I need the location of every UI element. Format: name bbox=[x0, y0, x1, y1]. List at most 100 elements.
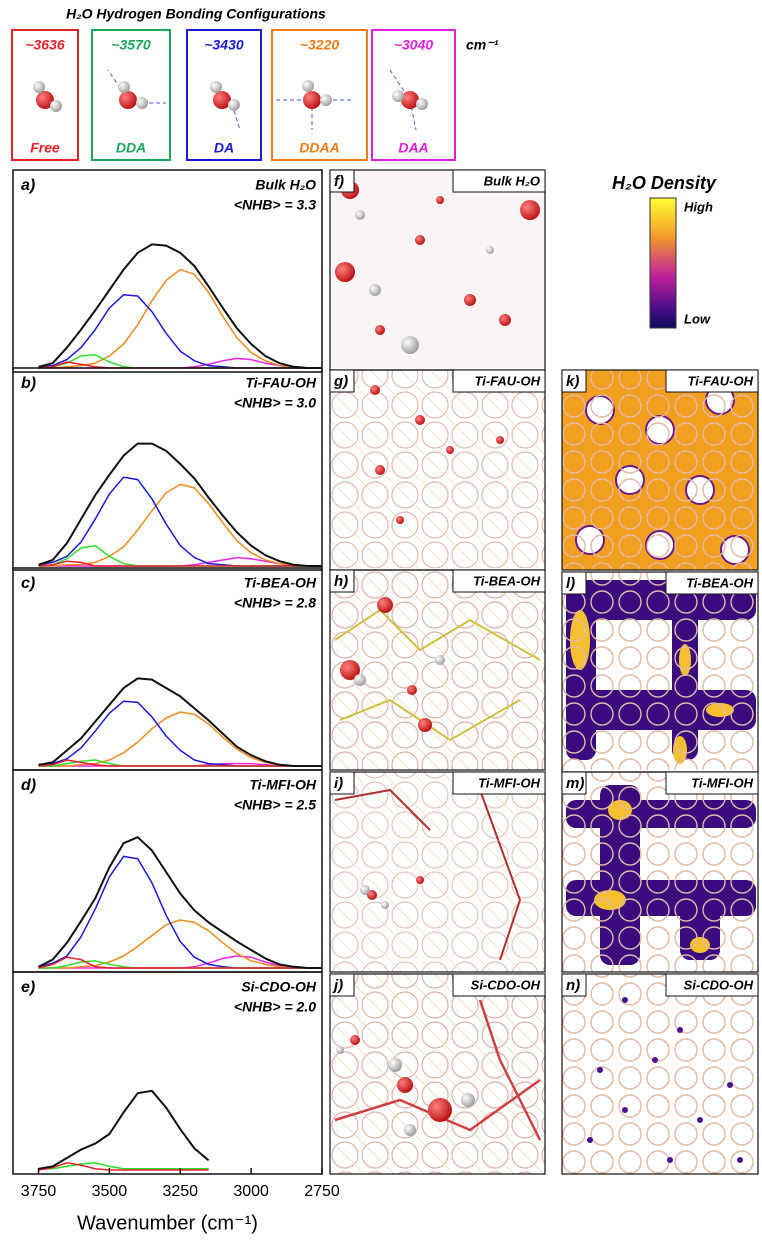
panel-label-box bbox=[329, 169, 355, 193]
panel-title-box bbox=[665, 369, 759, 393]
panel-label-box bbox=[561, 571, 587, 595]
config-wavenumber: ~3636 bbox=[25, 37, 65, 53]
spectrum-line bbox=[38, 700, 322, 767]
config-box bbox=[186, 29, 262, 161]
header-unit: cm⁻¹ bbox=[466, 37, 499, 53]
panel-label: m) bbox=[566, 775, 584, 792]
spectrum-line bbox=[38, 243, 322, 369]
panel-label: j) bbox=[332, 977, 343, 994]
spectrum-line bbox=[38, 560, 322, 567]
panel-label-box bbox=[329, 973, 355, 997]
colorbar-high: High bbox=[684, 199, 713, 214]
panel-title: Bulk H₂O bbox=[484, 173, 540, 188]
panel-title: Ti-FAU-OH bbox=[475, 373, 541, 388]
panel-label-box bbox=[561, 771, 587, 795]
panel-title-box bbox=[452, 569, 546, 593]
spectrum-line bbox=[38, 294, 322, 369]
panel-title-box bbox=[665, 771, 759, 795]
panel-title-box bbox=[452, 771, 546, 795]
x-axis-label: Wavenumber (cm⁻¹) bbox=[77, 1212, 258, 1234]
panel-frame bbox=[12, 971, 323, 1175]
spectrum-line bbox=[38, 919, 322, 969]
colorbar-title: H₂O Density bbox=[612, 173, 717, 193]
spectrum-line bbox=[38, 759, 322, 767]
panel-label-box bbox=[561, 369, 587, 393]
panel-label-box bbox=[329, 771, 355, 795]
header-title: H₂O Hydrogen Bonding Configurations bbox=[66, 6, 326, 22]
x-tick-label: 2750 bbox=[304, 1183, 340, 1200]
panel-frame bbox=[12, 367, 323, 571]
panel-label-box bbox=[329, 369, 355, 393]
panel-subtitle: <NHB> = 3.0 bbox=[234, 395, 316, 411]
panel-subtitle: <NHB> = 2.8 bbox=[234, 595, 316, 611]
config-label: DDA bbox=[116, 140, 146, 156]
spectrum-line bbox=[38, 483, 322, 567]
panel-label: c) bbox=[21, 575, 35, 592]
snapshot-frame bbox=[329, 973, 546, 1175]
panel-label: e) bbox=[21, 979, 35, 996]
config-label: DDAA bbox=[299, 140, 339, 156]
density-frame bbox=[561, 973, 759, 1175]
x-tick-label: 3250 bbox=[162, 1183, 198, 1200]
panel-title: Ti-MFI-OH bbox=[691, 775, 753, 790]
config-wavenumber: ~3570 bbox=[111, 37, 151, 53]
panel-title-box bbox=[665, 973, 759, 997]
panel-title: Ti-MFI-OH bbox=[249, 777, 317, 793]
panel-label: a) bbox=[21, 177, 35, 194]
panel-label: f) bbox=[334, 173, 344, 190]
config-label: DAA bbox=[398, 140, 428, 156]
panel-title: Ti-BEA-OH bbox=[473, 573, 541, 588]
panel-title: Ti-BEA-OH bbox=[686, 575, 754, 590]
config-box bbox=[11, 29, 79, 161]
panel-subtitle: <NHB> = 3.3 bbox=[234, 197, 316, 213]
panel-title: Ti-BEA-OH bbox=[244, 575, 317, 591]
panel-title: Ti-MFI-OH bbox=[478, 775, 540, 790]
x-tick-label: 3750 bbox=[21, 1183, 57, 1200]
snapshot-frame bbox=[329, 569, 546, 771]
panel-title: Si-CDO-OH bbox=[241, 979, 317, 995]
spectrum-line bbox=[38, 956, 322, 969]
density-frame bbox=[561, 369, 759, 571]
x-tick-label: 3000 bbox=[233, 1183, 269, 1200]
config-box bbox=[271, 29, 368, 161]
panel-label: g) bbox=[333, 373, 348, 390]
config-wavenumber: ~3430 bbox=[204, 37, 244, 53]
panel-title-box bbox=[452, 369, 546, 393]
panel-label-box bbox=[561, 973, 587, 997]
snapshot-images bbox=[330, 170, 545, 1174]
spectrum-line bbox=[38, 855, 322, 969]
panel-label-box bbox=[329, 569, 355, 593]
config-label: DA bbox=[214, 140, 234, 156]
panel-label: b) bbox=[21, 375, 36, 392]
spectrum-line bbox=[38, 268, 322, 369]
x-tick-label: 3500 bbox=[92, 1183, 128, 1200]
density-images bbox=[562, 370, 758, 1174]
config-wavenumber: ~3040 bbox=[394, 37, 434, 53]
snapshot-frame bbox=[329, 771, 546, 973]
panel-title: Bulk H₂O bbox=[255, 177, 316, 193]
panel-title: Ti-FAU-OH bbox=[688, 373, 754, 388]
panel-label: n) bbox=[566, 977, 580, 994]
config-box bbox=[371, 29, 456, 161]
panel-title-box bbox=[452, 169, 546, 193]
panel-label: l) bbox=[566, 575, 575, 592]
spectrum-line bbox=[38, 836, 322, 969]
panel-title-box bbox=[452, 973, 546, 997]
config-label: Free bbox=[30, 140, 60, 156]
panel-title: Ti-FAU-OH bbox=[245, 375, 316, 391]
colorbar bbox=[649, 197, 677, 329]
panel-title: Si-CDO-OH bbox=[684, 977, 754, 992]
panel-label: k) bbox=[566, 373, 579, 390]
panel-title-box bbox=[665, 571, 759, 595]
panel-label: h) bbox=[334, 573, 348, 590]
config-box bbox=[91, 29, 171, 161]
panel-subtitle: <NHB> = 2.0 bbox=[234, 999, 316, 1015]
spectrum-line bbox=[38, 677, 322, 767]
spectrum-line bbox=[38, 442, 322, 567]
colorbar-low: Low bbox=[684, 311, 711, 326]
panel-title: Si-CDO-OH bbox=[471, 977, 541, 992]
panel-subtitle: <NHB> = 2.5 bbox=[234, 797, 316, 813]
config-wavenumber: ~3220 bbox=[300, 37, 340, 53]
spectrum-line bbox=[38, 476, 322, 567]
